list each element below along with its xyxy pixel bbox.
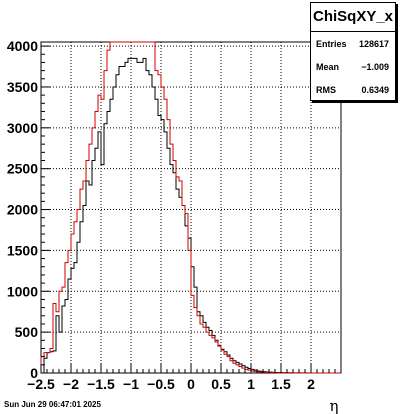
x-tick-label: 1 xyxy=(247,376,255,392)
stats-entries-value: 128617 xyxy=(358,38,389,49)
x-tick-label: −1.5 xyxy=(87,376,115,392)
y-tick-label: 4000 xyxy=(7,38,38,54)
stats-row-mean: Mean −1.009 xyxy=(311,55,395,78)
y-tick-label: 0 xyxy=(30,365,38,381)
stats-rms-label: RMS xyxy=(316,84,336,95)
x-tick-label: 1.5 xyxy=(271,376,291,392)
stats-row-entries: Entries 128617 xyxy=(311,32,395,55)
series-layer xyxy=(40,41,341,374)
x-tick-label: −2.5 xyxy=(27,376,55,392)
y-tick-label: 2000 xyxy=(7,202,38,218)
stats-row-rms: RMS 0.6349 xyxy=(311,78,395,101)
x-tick-label: −1 xyxy=(123,376,139,392)
x-tick-label: 2 xyxy=(307,376,315,392)
grid-lines xyxy=(41,42,341,373)
x-tick-label: 0 xyxy=(187,376,195,392)
date-stamp: Sun Jun 29 06:47:01 2025 xyxy=(4,400,101,409)
x-axis-ticks: −2.5 −2 −1.5 −1 −0.5 0 0.5 1 1.5 2 xyxy=(27,364,342,392)
stats-entries-label: Entries xyxy=(316,38,347,49)
stats-box: ChiSqXY_x Entries 128617 Mean −1.009 RMS… xyxy=(310,2,396,101)
x-tick-label: −2 xyxy=(63,376,79,392)
y-axis-ticks: 0 500 1000 1500 2000 2500 3000 3500 4000 xyxy=(7,38,50,381)
y-tick-label: 2500 xyxy=(7,161,38,177)
y-tick-label: 3500 xyxy=(7,79,38,95)
histogram-series-2 xyxy=(40,41,341,374)
y-tick-label: 3000 xyxy=(7,120,38,136)
stats-rms-value: 0.6349 xyxy=(361,84,389,95)
stats-title: ChiSqXY_x xyxy=(311,3,395,32)
x-tick-label: −0.5 xyxy=(147,376,175,392)
y-tick-label: 1000 xyxy=(7,283,38,299)
y-tick-label: 1500 xyxy=(7,242,38,258)
x-tick-label: 0.5 xyxy=(211,376,231,392)
y-tick-label: 500 xyxy=(15,324,39,340)
stats-mean-label: Mean xyxy=(316,61,340,72)
x-axis-title: η xyxy=(330,397,339,414)
stats-mean-value: −1.009 xyxy=(361,61,389,72)
